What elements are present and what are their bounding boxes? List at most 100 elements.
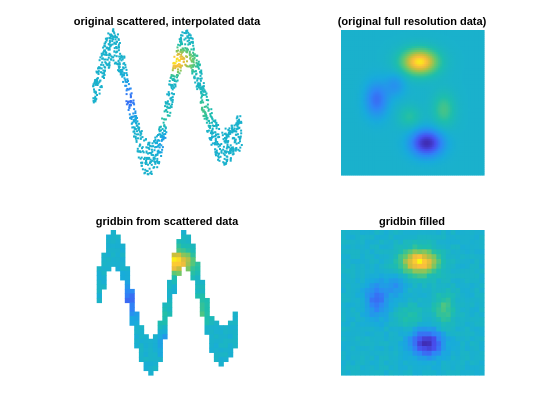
heatmap-cell [392, 58, 396, 61]
heatmap-cell [406, 58, 410, 61]
heatmap-cell [344, 136, 348, 140]
heatmap-cell [434, 150, 437, 154]
heatmap-cell [408, 58, 412, 61]
heatmap-cell [356, 82, 360, 85]
heatmap-cell [360, 84, 364, 87]
heatmap-cell [392, 36, 396, 39]
heatmap-cell [386, 156, 390, 160]
heatmap-cell [370, 132, 374, 136]
heatmap-cell [380, 78, 384, 81]
scatter-point [192, 47, 195, 50]
heatmap-cell [368, 44, 372, 47]
heatmap-cell [412, 154, 416, 158]
scatter-point [235, 130, 238, 133]
heatmap-cell [388, 44, 392, 47]
heatmap-cell [342, 170, 346, 174]
heatmap-cell [428, 92, 431, 96]
heatmap-cell [364, 142, 368, 146]
heatmap-cell [372, 124, 376, 128]
scatter-point [205, 99, 208, 101]
heatmap-cell [382, 62, 386, 65]
heatmap-cell [341, 30, 344, 33]
heatmap-cell [424, 92, 428, 96]
heatmap-cell [378, 138, 382, 142]
heatmap-cell [348, 126, 352, 130]
heatmap-cell [382, 88, 386, 92]
heatmap-cell [418, 130, 422, 134]
scatter-point [196, 54, 199, 57]
heatmap-cell [440, 160, 443, 164]
heatmap-cell [422, 104, 426, 108]
heatmap-cell [376, 122, 380, 126]
heatmap-cell [350, 128, 354, 132]
heatmap-cell [354, 132, 358, 136]
heatmap-cell [374, 134, 378, 138]
heatmap-cell [350, 56, 354, 59]
heatmap-cell [440, 142, 443, 146]
scatter-point [215, 133, 217, 136]
heatmap-cell [370, 136, 374, 140]
heatmap-cell [384, 46, 388, 49]
heatmap-cell [402, 94, 406, 98]
heatmap-cell [426, 44, 429, 47]
heatmap-cell [341, 146, 344, 150]
heatmap-cell [404, 76, 408, 79]
heatmap-cell [406, 56, 410, 59]
heatmap-cell [428, 84, 431, 87]
heatmap-cell [438, 170, 441, 174]
heatmap-cell [444, 170, 447, 174]
scatter-point [164, 105, 167, 108]
scatter-point [125, 89, 128, 92]
heatmap-cell [440, 48, 443, 51]
scatter-point [219, 155, 222, 158]
heatmap-cell [396, 64, 400, 67]
heatmap-cell [446, 172, 449, 176]
scatter-point [205, 92, 208, 95]
heatmap-cell [418, 34, 422, 37]
heatmap-cell [386, 138, 390, 142]
heatmap-cell [412, 118, 416, 122]
scatter-point [233, 137, 236, 140]
heatmap-cell [414, 98, 418, 102]
heatmap-cell [378, 130, 382, 134]
heatmap-cell [372, 50, 376, 53]
heatmap-cell [341, 106, 344, 110]
heatmap-cell [374, 152, 378, 156]
heatmap-cell [356, 114, 360, 118]
heatmap-cell [366, 136, 370, 140]
heatmap-cell [366, 58, 370, 61]
heatmap-cell [412, 76, 416, 79]
heatmap-cell [440, 138, 443, 142]
heatmap-cell [394, 62, 398, 65]
heatmap-cell [384, 106, 388, 110]
heatmap-cell [342, 152, 346, 156]
heatmap-cell [406, 114, 410, 118]
heatmap-cell [342, 154, 346, 158]
scatter-point [143, 139, 146, 142]
scatter-point [146, 146, 149, 149]
heatmap-cell [424, 140, 428, 144]
heatmap-cell [404, 146, 408, 150]
heatmap-cell [348, 170, 352, 174]
heatmap-cell [394, 120, 398, 124]
heatmap-cell [378, 68, 382, 71]
heatmap-cell [372, 86, 376, 89]
heatmap-cell [392, 168, 396, 172]
heatmap-cell [424, 160, 428, 164]
heatmap-cell [412, 42, 416, 45]
heatmap-cell [354, 156, 358, 160]
heatmap-cell [440, 102, 443, 106]
heatmap-cell [402, 36, 406, 39]
heatmap-cell [432, 126, 435, 130]
heatmap-cell [418, 52, 422, 55]
heatmap-cell [404, 172, 408, 176]
heatmap-cell [396, 110, 400, 114]
scatter-point [150, 151, 152, 154]
heatmap-cell [372, 154, 376, 158]
heatmap-cell [356, 130, 360, 134]
heatmap-cell [436, 60, 439, 63]
heatmap-cell [400, 38, 404, 41]
heatmap-cell [384, 136, 388, 140]
heatmap-cell [384, 156, 388, 160]
heatmap-cell [346, 124, 350, 128]
